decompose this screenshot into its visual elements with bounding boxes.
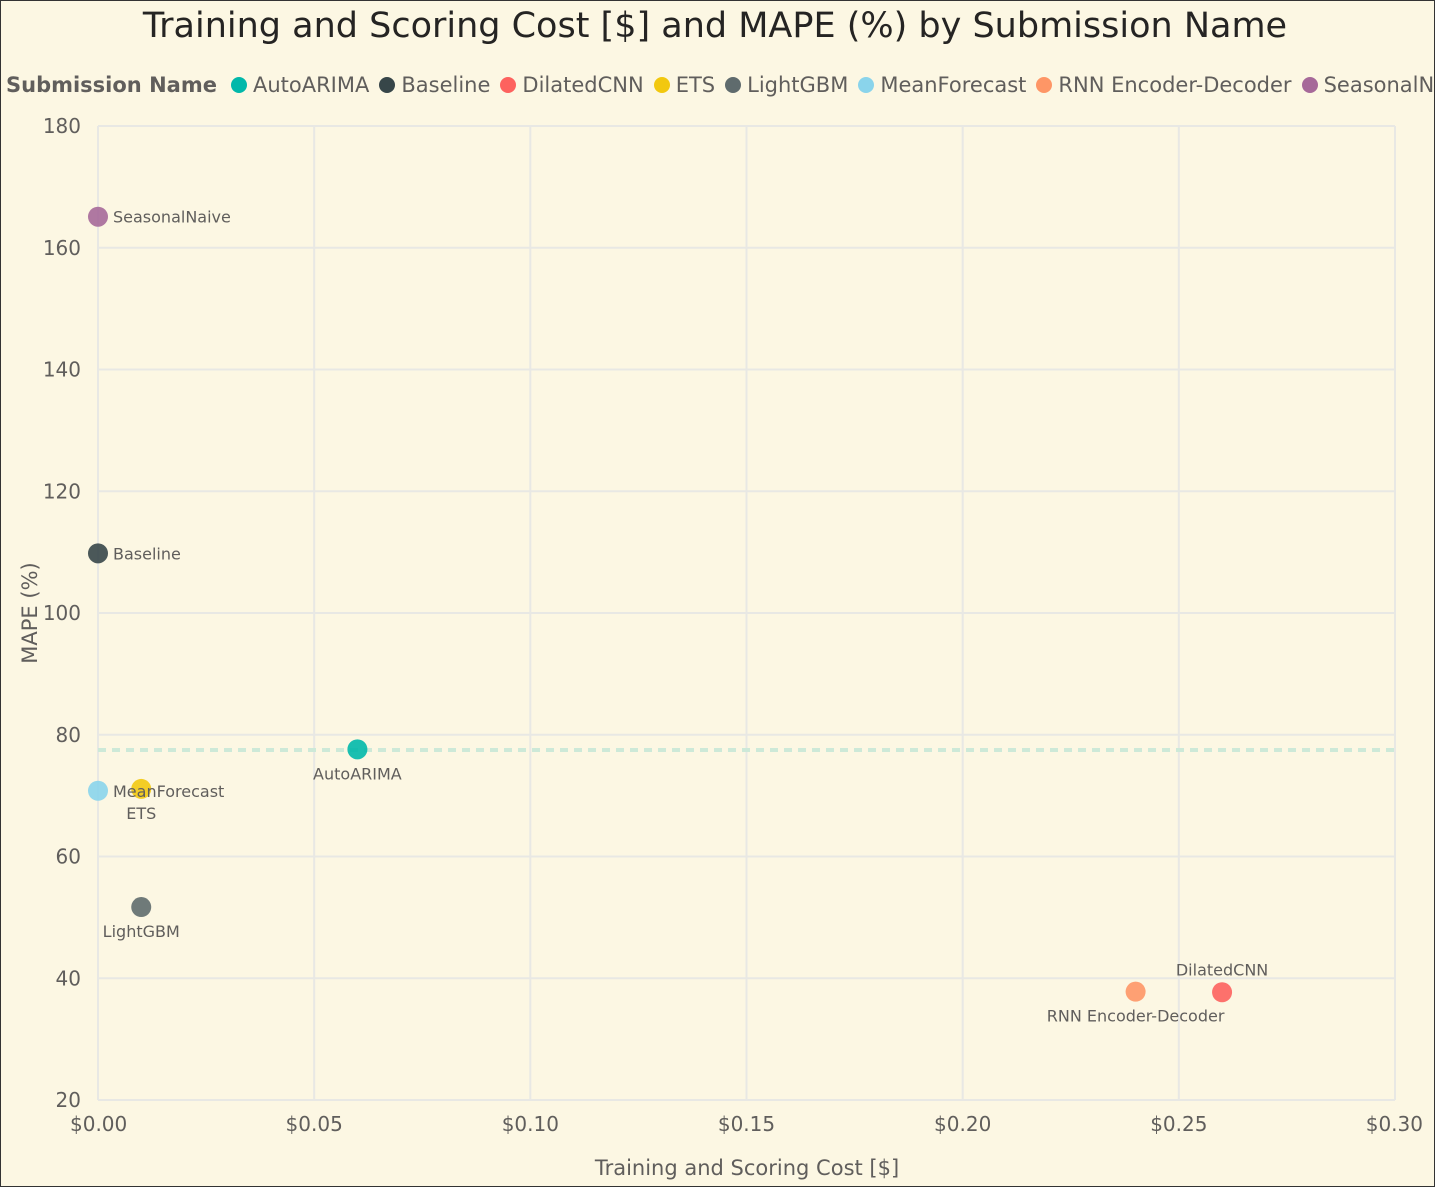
data-label: SeasonalNaive (113, 208, 231, 227)
y-tick-label: 40 (56, 966, 81, 990)
data-labels: AutoARIMA Baseline DilatedCNN ETS LightGBM Me… (103, 208, 1269, 1026)
data-label: ETS (126, 804, 156, 823)
legend-marker (858, 77, 875, 93)
legend-item[interactable]: LightGBM (725, 73, 848, 97)
legend-label: SeasonalNaive (1323, 73, 1435, 97)
legend-item[interactable]: Baseline (379, 73, 490, 97)
legend-label: MeanForecast (880, 73, 1027, 97)
legend-item[interactable]: SeasonalNaive (1301, 73, 1435, 97)
legend-marker (500, 77, 517, 93)
y-tick-label: 180 (43, 114, 81, 138)
y-tick-label: 80 (56, 723, 81, 747)
legend-marker (653, 77, 670, 93)
data-point[interactable] (1125, 981, 1146, 1002)
y-axis-label: MAPE (%) (18, 562, 42, 663)
legend-marker (725, 77, 742, 93)
data-point[interactable] (347, 739, 368, 760)
data-point[interactable] (1212, 982, 1233, 1003)
y-tick-label: 140 (43, 358, 81, 382)
data-point[interactable] (88, 780, 108, 801)
legend-title: Submission Name (6, 73, 217, 97)
legend-label: Baseline (401, 73, 491, 97)
legend-label: RNN Encoder-Decoder (1058, 73, 1292, 97)
legend-label: AutoARIMA (252, 73, 370, 97)
data-point[interactable] (88, 206, 108, 227)
legend-label: DilatedCNN (522, 73, 644, 97)
legend-marker (379, 77, 396, 93)
legend-item[interactable]: DilatedCNN (500, 73, 644, 97)
legend-marker (1036, 77, 1053, 93)
x-tick-label: $0.25 (1150, 1112, 1207, 1136)
data-label: MeanForecast (113, 782, 224, 801)
legend-marker (1301, 77, 1318, 93)
x-tick-label: $0.05 (286, 1112, 343, 1136)
data-point[interactable] (131, 778, 152, 799)
data-label: LightGBM (103, 922, 180, 941)
y-tick-label: 100 (43, 601, 81, 625)
x-axis-label: Training and Scoring Cost [$] (594, 1156, 899, 1180)
x-tick-label: $0.15 (718, 1112, 775, 1136)
data-label: DilatedCNN (1176, 960, 1268, 979)
data-points (88, 206, 1233, 1003)
data-point[interactable] (131, 897, 152, 918)
legend-item[interactable]: ETS (653, 73, 716, 97)
y-tick-label: 160 (43, 236, 81, 260)
x-tick-label: $0.00 (70, 1112, 127, 1136)
y-axis-ticks: 180 160 140 120 100 80 60 40 20 (43, 114, 81, 1112)
data-label: RNN Encoder-Decoder (1047, 1007, 1225, 1026)
legend-item[interactable]: AutoARIMA (230, 73, 370, 97)
legend: Submission Name AutoARIMA Baseline Dilated… (6, 71, 1435, 99)
grid (97, 125, 1396, 1101)
data-label: AutoARIMA (313, 764, 402, 783)
x-axis-ticks: $0.00 $0.05 $0.10 $0.15 $0.20 $0.25 $0.30 (70, 1112, 1423, 1136)
data-point[interactable] (88, 543, 108, 564)
legend-label: LightGBM (747, 73, 849, 97)
data-label: Baseline (113, 544, 181, 563)
y-tick-label: 60 (56, 845, 81, 869)
y-tick-label: 120 (43, 479, 81, 503)
chart-title: Training and Scoring Cost [$] and MAPE (… (142, 6, 1288, 46)
legend-marker (230, 77, 247, 93)
x-tick-label: $0.20 (934, 1112, 991, 1136)
x-tick-label: $0.30 (1366, 1112, 1423, 1136)
x-tick-label: $0.10 (502, 1112, 559, 1136)
legend-label: ETS (675, 73, 716, 97)
y-tick-label: 20 (56, 1088, 81, 1112)
legend-item[interactable]: RNN Encoder-Decoder (1036, 73, 1292, 97)
legend-item[interactable]: MeanForecast (858, 73, 1026, 97)
